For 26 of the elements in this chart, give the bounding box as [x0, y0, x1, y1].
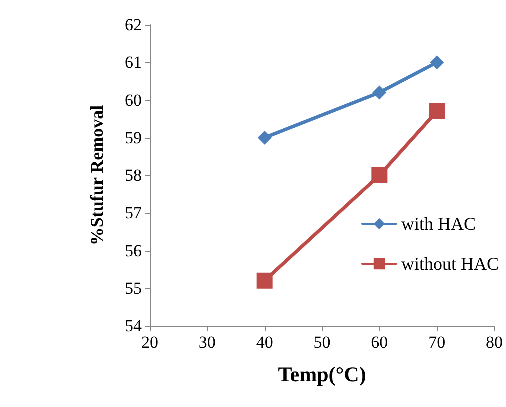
x-tick-label: 70 — [428, 333, 446, 352]
y-tick-label: 55 — [125, 278, 142, 298]
y-tick-label: 62 — [125, 16, 142, 34]
point — [429, 104, 446, 120]
y-tick-label: 61 — [125, 53, 142, 72]
x-tick-label: 80 — [486, 333, 503, 352]
point — [430, 56, 444, 70]
y-tick-label: 54 — [125, 316, 142, 336]
y-tick-label: 56 — [125, 241, 142, 260]
y-tick-label: 60 — [125, 90, 142, 110]
x-axis-title: Temp(°C) — [278, 362, 366, 386]
x-tick-label: 60 — [371, 333, 388, 352]
point — [372, 86, 387, 100]
x-tick-label: 20 — [142, 333, 158, 352]
point — [258, 130, 272, 145]
y-tick-label: 57 — [125, 204, 142, 223]
y-tick-label: 58 — [125, 166, 142, 185]
legend-label: with HAC — [401, 214, 476, 234]
point — [372, 168, 388, 184]
point — [256, 272, 273, 289]
y-axis-title: %Stufur Removal — [87, 105, 107, 246]
legend-label: without HAC — [401, 254, 500, 274]
x-tick-label: 30 — [198, 333, 216, 352]
x-tick-label: 50 — [314, 333, 331, 352]
x-tick-label: 40 — [256, 333, 274, 352]
y-tick-label: 59 — [125, 128, 142, 148]
